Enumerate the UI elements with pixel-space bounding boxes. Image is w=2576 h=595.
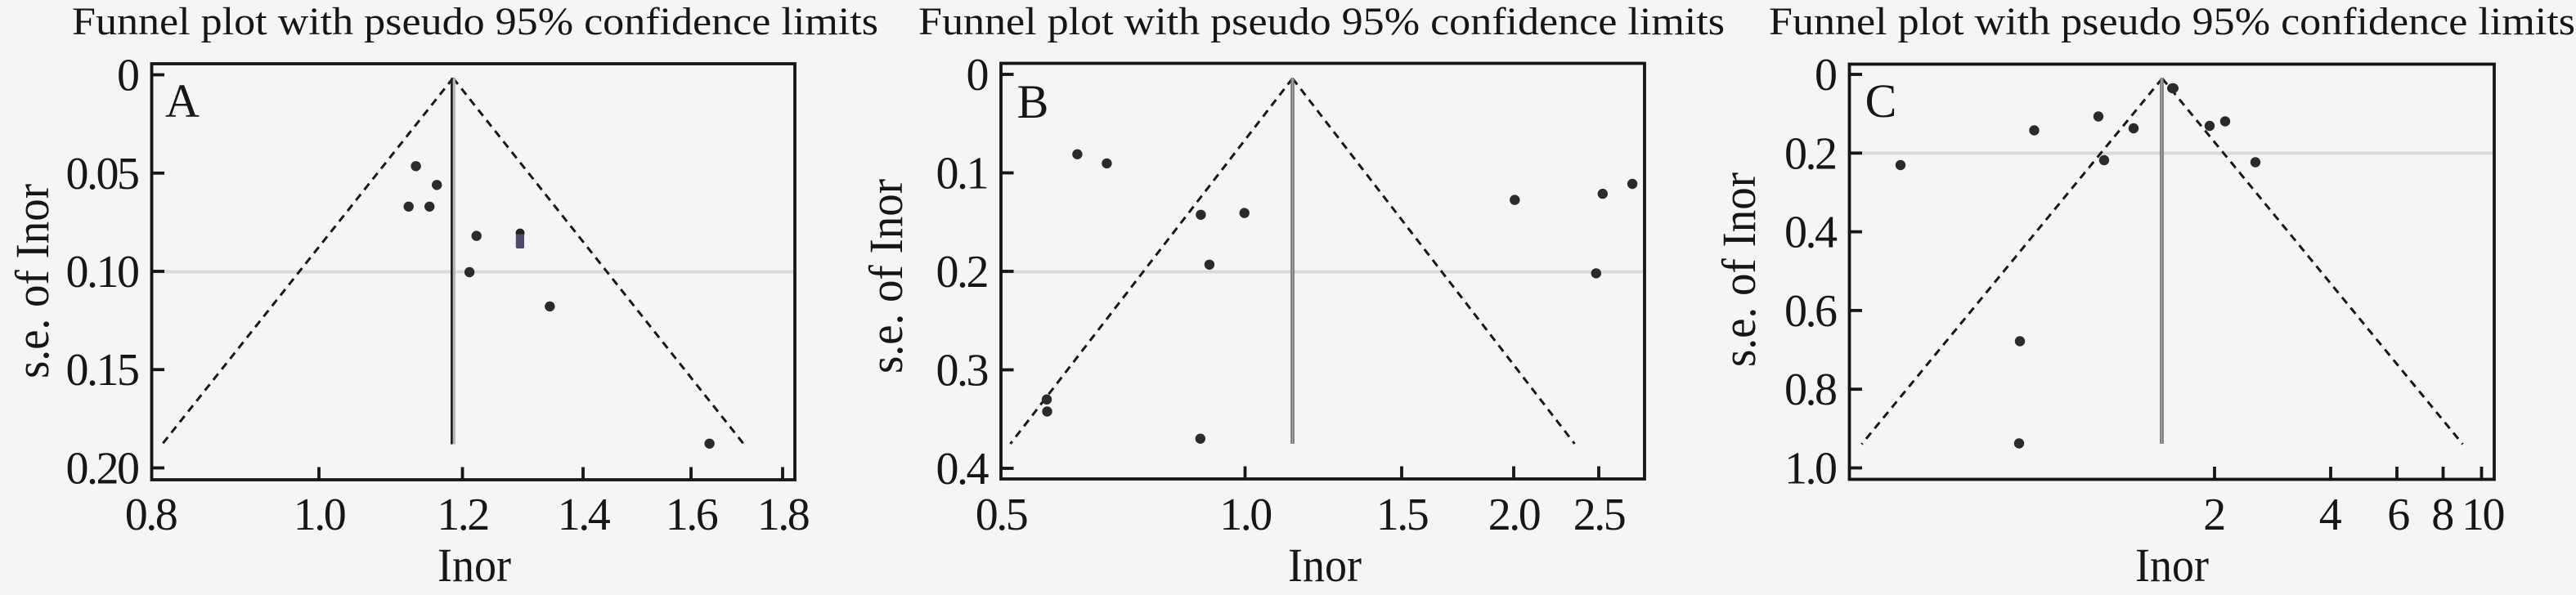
svg-text:1.8: 1.8 <box>757 490 809 540</box>
svg-text:0.8: 0.8 <box>1784 365 1836 415</box>
svg-text:1.6: 1.6 <box>666 490 718 540</box>
svg-text:1.2: 1.2 <box>437 490 488 540</box>
svg-text:s.e. of Inor: s.e. of Inor <box>6 184 59 378</box>
svg-text:0.5: 0.5 <box>976 490 1027 540</box>
svg-text:1.0: 1.0 <box>1784 444 1836 494</box>
svg-text:10: 10 <box>2462 490 2504 540</box>
svg-text:C: C <box>1865 74 1897 128</box>
svg-text:0.3: 0.3 <box>936 346 988 396</box>
svg-text:0.1: 0.1 <box>936 149 988 199</box>
svg-text:0: 0 <box>1815 50 1836 101</box>
svg-text:0.4: 0.4 <box>936 444 990 494</box>
svg-text:4: 4 <box>2319 490 2342 540</box>
svg-text:0.15: 0.15 <box>66 345 139 396</box>
svg-text:s.e. of Inor: s.e. of Inor <box>859 179 913 374</box>
svg-text:2.0: 2.0 <box>1488 490 1540 540</box>
svg-text:0.8: 0.8 <box>125 490 177 540</box>
svg-text:0.05: 0.05 <box>66 149 139 199</box>
svg-text:0.2: 0.2 <box>936 247 988 298</box>
svg-text:0.20: 0.20 <box>66 444 139 494</box>
svg-text:Funnel plot with pseudo 95% co: Funnel plot with pseudo 95% confidence l… <box>918 0 1725 43</box>
svg-text:1.0: 1.0 <box>294 490 345 540</box>
svg-text:0.6: 0.6 <box>1784 286 1837 337</box>
svg-text:0.2: 0.2 <box>1784 128 1836 179</box>
svg-text:B: B <box>1017 75 1049 128</box>
svg-text:0: 0 <box>117 51 138 101</box>
svg-text:A: A <box>165 74 200 128</box>
svg-text:1.4: 1.4 <box>558 490 611 540</box>
svg-text:6: 6 <box>2387 490 2409 540</box>
svg-text:s.e. of Inor: s.e. of Inor <box>1712 172 1766 367</box>
svg-text:Inor: Inor <box>1288 539 1362 592</box>
svg-text:1.0: 1.0 <box>1219 490 1271 540</box>
svg-text:Funnel plot with pseudo 95% co: Funnel plot with pseudo 95% confidence l… <box>1769 0 2575 43</box>
svg-text:0.10: 0.10 <box>66 247 139 298</box>
svg-text:2.5: 2.5 <box>1573 490 1625 540</box>
svg-text:2: 2 <box>2203 490 2224 540</box>
svg-text:Inor: Inor <box>2135 539 2209 592</box>
svg-text:8: 8 <box>2431 490 2453 540</box>
svg-text:0.4: 0.4 <box>1784 208 1838 258</box>
svg-text:Inor: Inor <box>438 539 511 592</box>
svg-text:0: 0 <box>967 50 988 101</box>
svg-text:1.5: 1.5 <box>1376 490 1428 540</box>
svg-text:Funnel plot with pseudo 95% co: Funnel plot with pseudo 95% confidence l… <box>72 0 878 43</box>
